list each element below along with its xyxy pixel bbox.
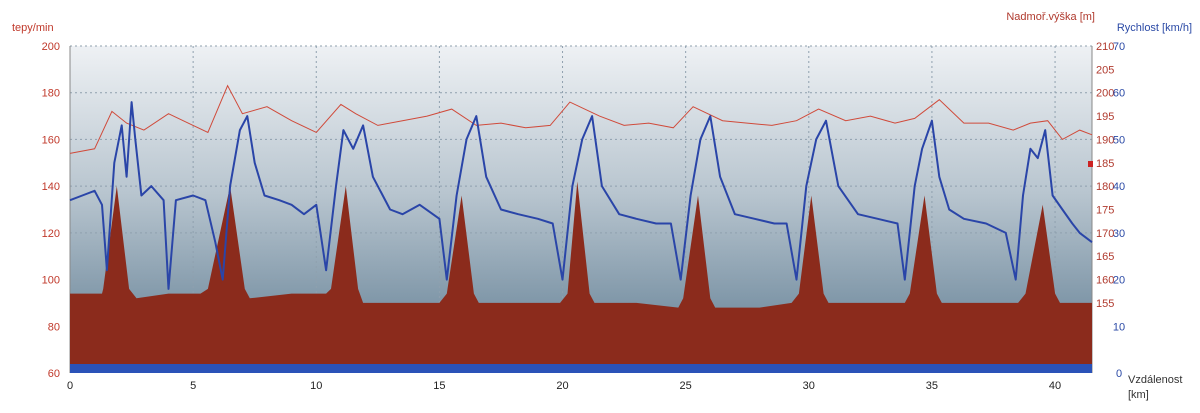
altitude-tick-label: 205 — [1096, 64, 1114, 76]
speed-tick-label: 0 — [1116, 368, 1122, 380]
left-tick-label: 180 — [42, 88, 60, 100]
left-axis-label: tepy/min — [12, 22, 54, 34]
altitude-tick-label: 155 — [1096, 298, 1114, 310]
heart-rate-line — [69, 84, 1093, 154]
marker-square — [1088, 161, 1093, 167]
altitude-tick-label: 160 — [1096, 275, 1114, 287]
x-tick-label: 30 — [803, 380, 815, 392]
x-tick-label: 20 — [556, 380, 568, 392]
x-ticks: 0 5 10 15 20 25 30 35 40 — [67, 380, 1061, 392]
x-tick-label: 25 — [680, 380, 692, 392]
left-tick-label: 160 — [42, 134, 60, 146]
altitude-area-path — [70, 181, 1092, 373]
altitude-tick-label: 170 — [1096, 228, 1114, 240]
left-tick-label: 60 — [48, 368, 60, 380]
speed-tick-label: 70 — [1113, 41, 1125, 53]
altitude-tick-label: 165 — [1096, 251, 1114, 263]
speed-tick-label: 50 — [1113, 134, 1125, 146]
x-tick-label: 35 — [926, 380, 938, 392]
x-axis-unit: [km] — [1128, 389, 1149, 401]
left-tick-label: 120 — [42, 228, 60, 240]
right-outer-axis-label: Nadmoř.výška [m] — [1006, 11, 1095, 23]
speed-line — [69, 101, 1093, 290]
speed-tick-label: 30 — [1113, 228, 1125, 240]
altitude-area — [70, 181, 1092, 373]
floor-band — [70, 364, 1092, 373]
speed-tick-label: 60 — [1113, 88, 1125, 100]
altitude-tick-label: 200 — [1096, 88, 1114, 100]
left-tick-label: 200 — [42, 41, 60, 53]
x-axis-label: Vzdálenost — [1128, 374, 1182, 386]
x-tick-label: 0 — [67, 380, 73, 392]
altitude-ticks: 155 160 165 170 175 180 185 190 195 200 205 210 — [1096, 41, 1114, 310]
x-tick-label: 15 — [433, 380, 445, 392]
altitude-tick-label: 180 — [1096, 181, 1114, 193]
altitude-tick-label: 175 — [1096, 205, 1114, 217]
right-inner-axis-label: Rychlost [km/h] — [1117, 22, 1192, 34]
left-tick-label: 80 — [48, 321, 60, 333]
x-tick-label: 10 — [310, 380, 322, 392]
lines — [69, 84, 1093, 290]
x-tick-label: 40 — [1049, 380, 1061, 392]
altitude-tick-label: 185 — [1096, 158, 1114, 170]
speed-tick-label: 20 — [1113, 275, 1125, 287]
left-tick-label: 100 — [42, 275, 60, 287]
left-tick-label: 140 — [42, 181, 60, 193]
altitude-tick-label: 195 — [1096, 111, 1114, 123]
altitude-tick-label: 210 — [1096, 41, 1114, 53]
left-ticks: 60 80 100 120 140 160 180 200 — [42, 41, 60, 380]
speed-ticks: 0 10 20 30 40 50 60 70 — [1113, 41, 1125, 380]
speed-tick-label: 40 — [1113, 181, 1125, 193]
x-tick-label: 5 — [190, 380, 196, 392]
speed-tick-label: 10 — [1113, 321, 1125, 333]
altitude-tick-label: 190 — [1096, 134, 1114, 146]
